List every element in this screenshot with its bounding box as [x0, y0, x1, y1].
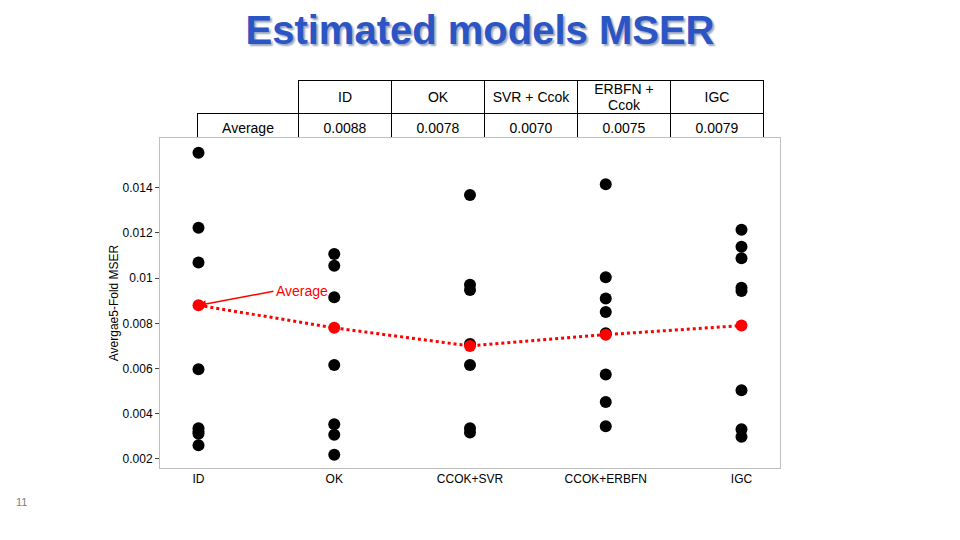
svg-text:Avergae5-Fold MSER: Avergae5-Fold MSER	[107, 244, 121, 361]
svg-text:0.01: 0.01	[129, 271, 153, 285]
html-text:ERBFN + Ccok: ERBFN + Ccok	[594, 81, 654, 113]
svg-text:0.014: 0.014	[123, 181, 153, 195]
html-text:Estimated models MSER: Estimated models MSER	[245, 8, 715, 52]
html-text:Average: Average	[222, 119, 274, 136]
html-text:0.0078: 0.0078	[416, 119, 460, 136]
svg-text:0.012: 0.012	[123, 226, 153, 240]
svg-text:ID: ID	[193, 472, 205, 486]
html-text:ID: ID	[338, 89, 352, 105]
svg-text:0.004: 0.004	[123, 407, 153, 421]
svg-text:0.008: 0.008	[123, 317, 153, 331]
svg-text:0.006: 0.006	[123, 362, 153, 376]
html-text:OK: OK	[427, 89, 449, 105]
svg-text:CCOK+SVR: CCOK+SVR	[437, 472, 504, 486]
svg-text:OK: OK	[326, 472, 343, 486]
html-text:0.0079: 0.0079	[695, 119, 739, 136]
svg-text:Average: Average	[276, 283, 328, 299]
html-text:IGC: IGC	[704, 89, 730, 105]
html-text:0.0075: 0.0075	[602, 119, 646, 136]
html-text:SVR + Ccok: SVR + Ccok	[492, 89, 570, 105]
html-text:0.0088: 0.0088	[323, 119, 367, 136]
svg-text:0.002: 0.002	[123, 452, 153, 466]
svg-text:IGC: IGC	[731, 472, 753, 486]
svg-text:CCOK+ERBFN: CCOK+ERBFN	[565, 472, 647, 486]
html-text:0.0070: 0.0070	[509, 119, 553, 136]
html-text:11: 11	[16, 496, 28, 508]
